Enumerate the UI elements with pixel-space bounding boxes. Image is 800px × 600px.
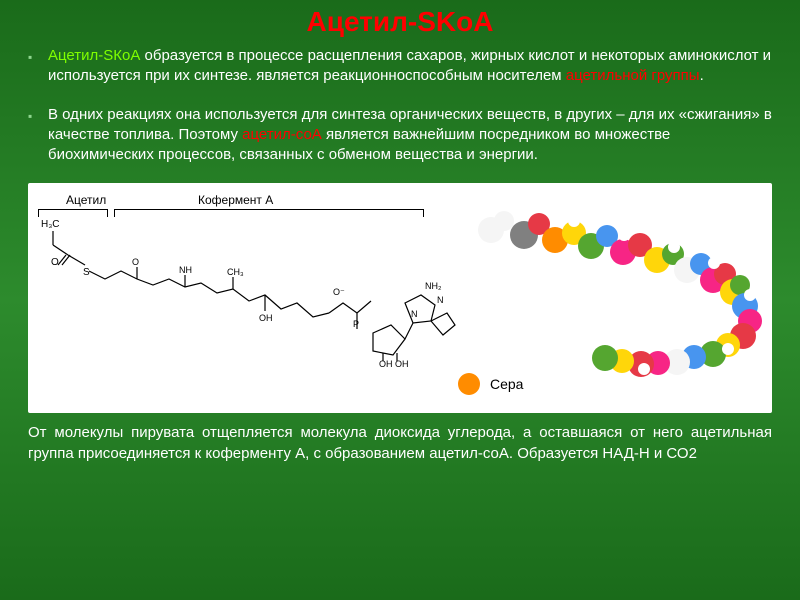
diagram-container: Ацетил Кофермент А H₃C O S O NH CH₃ OH O… (28, 183, 772, 413)
svg-text:P: P (353, 319, 359, 329)
bullet-1: Ацетил-SКоА образуется в процессе расщеп… (0, 46, 800, 87)
slide-title: Ацетил-SKoA (0, 0, 800, 46)
svg-text:S: S (83, 267, 90, 278)
bullet-1-highlight-prefix: Ацетил-SКоА (48, 47, 140, 64)
bullet-2-highlight-mid: ацетил-соА (242, 126, 322, 143)
svg-text:NH: NH (179, 265, 192, 275)
bullet-1-highlight-suffix: ацетильной группы (566, 67, 700, 84)
space-filling-model (468, 203, 768, 383)
svg-text:H₃C: H₃C (41, 219, 60, 230)
label-acetyl: Ацетил (66, 193, 106, 207)
label-coa: Кофермент А (198, 193, 273, 207)
svg-text:CH₃: CH₃ (227, 267, 244, 277)
svg-text:O: O (51, 257, 59, 268)
structural-formula: H₃C O S O NH CH₃ OH O⁻ P OH OH (33, 213, 463, 403)
svg-text:OH: OH (379, 359, 393, 369)
footer-text: От молекулы пирувата отщепляется молекул… (0, 423, 800, 464)
svg-text:N: N (437, 295, 444, 305)
svg-text:NH₂: NH₂ (425, 281, 442, 291)
svg-text:O: O (132, 257, 139, 267)
svg-text:N: N (411, 309, 418, 319)
bullet-1-tail: . (700, 67, 704, 84)
svg-text:O⁻: O⁻ (333, 287, 345, 297)
bullet-2: В одних реакциях она используется для си… (0, 105, 800, 166)
svg-text:OH: OH (259, 313, 273, 323)
